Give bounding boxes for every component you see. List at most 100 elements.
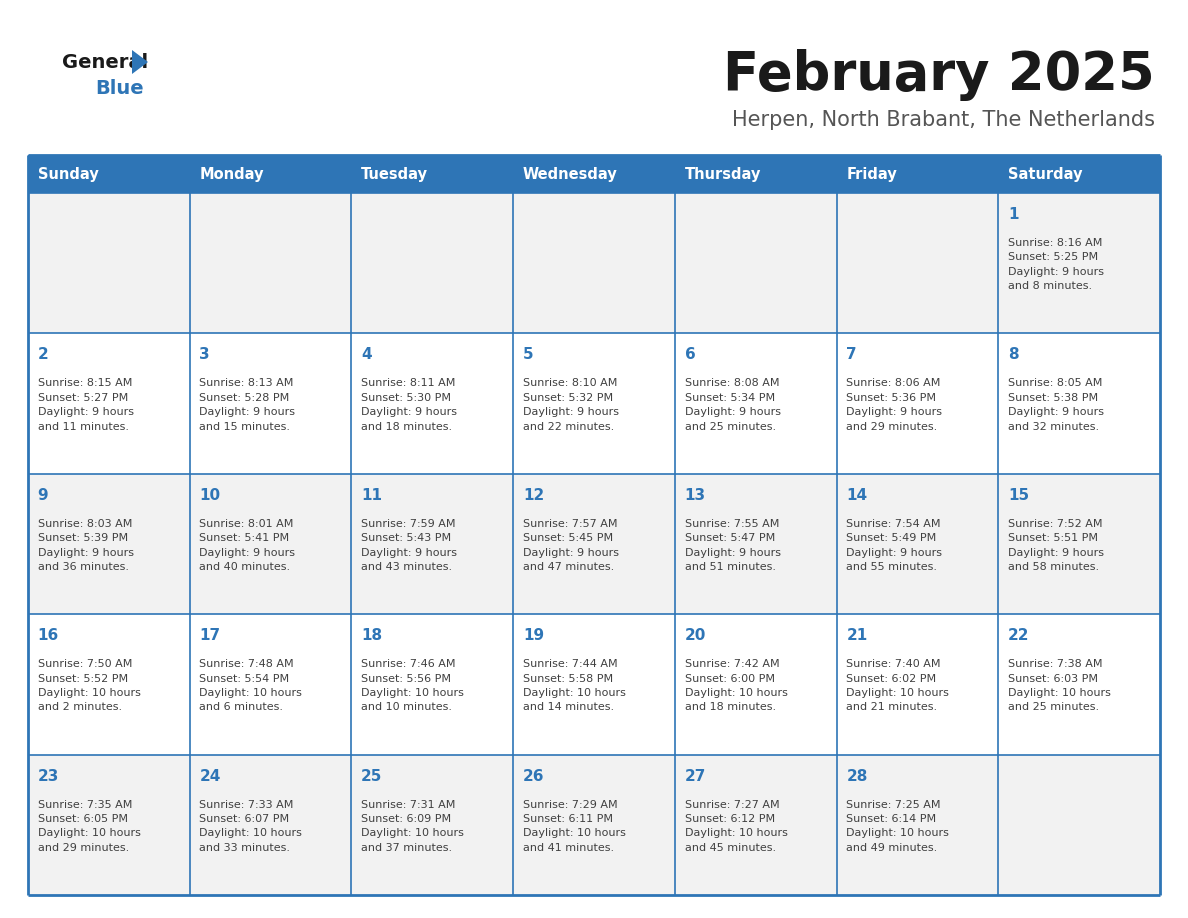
Text: 23: 23 (38, 768, 59, 784)
Text: 7: 7 (846, 347, 857, 363)
Text: 15: 15 (1007, 487, 1029, 503)
FancyBboxPatch shape (998, 474, 1159, 614)
Text: Sunrise: 7:54 AM
Sunset: 5:49 PM
Daylight: 9 hours
and 55 minutes.: Sunrise: 7:54 AM Sunset: 5:49 PM Dayligh… (846, 519, 942, 572)
Polygon shape (132, 50, 148, 74)
Text: Herpen, North Brabant, The Netherlands: Herpen, North Brabant, The Netherlands (732, 110, 1155, 130)
Text: Sunrise: 7:40 AM
Sunset: 6:02 PM
Daylight: 10 hours
and 21 minutes.: Sunrise: 7:40 AM Sunset: 6:02 PM Dayligh… (846, 659, 949, 712)
Text: Sunrise: 8:10 AM
Sunset: 5:32 PM
Daylight: 9 hours
and 22 minutes.: Sunrise: 8:10 AM Sunset: 5:32 PM Dayligh… (523, 378, 619, 431)
Text: Monday: Monday (200, 166, 264, 182)
FancyBboxPatch shape (836, 474, 998, 614)
Text: 17: 17 (200, 628, 221, 644)
Text: 18: 18 (361, 628, 383, 644)
FancyBboxPatch shape (513, 755, 675, 895)
Text: 19: 19 (523, 628, 544, 644)
Text: Wednesday: Wednesday (523, 166, 618, 182)
Text: 22: 22 (1007, 628, 1030, 644)
FancyBboxPatch shape (29, 474, 190, 614)
Text: Sunrise: 7:35 AM
Sunset: 6:05 PM
Daylight: 10 hours
and 29 minutes.: Sunrise: 7:35 AM Sunset: 6:05 PM Dayligh… (38, 800, 140, 853)
Text: Tuesday: Tuesday (361, 166, 428, 182)
FancyBboxPatch shape (352, 193, 513, 333)
Text: 5: 5 (523, 347, 533, 363)
FancyBboxPatch shape (190, 755, 352, 895)
Text: 12: 12 (523, 487, 544, 503)
Text: Sunrise: 7:25 AM
Sunset: 6:14 PM
Daylight: 10 hours
and 49 minutes.: Sunrise: 7:25 AM Sunset: 6:14 PM Dayligh… (846, 800, 949, 853)
Text: Sunday: Sunday (38, 166, 99, 182)
Text: Sunrise: 7:50 AM
Sunset: 5:52 PM
Daylight: 10 hours
and 2 minutes.: Sunrise: 7:50 AM Sunset: 5:52 PM Dayligh… (38, 659, 140, 712)
FancyBboxPatch shape (190, 193, 352, 333)
FancyBboxPatch shape (513, 193, 675, 333)
FancyBboxPatch shape (190, 333, 352, 474)
Text: 10: 10 (200, 487, 221, 503)
Text: Sunrise: 7:52 AM
Sunset: 5:51 PM
Daylight: 9 hours
and 58 minutes.: Sunrise: 7:52 AM Sunset: 5:51 PM Dayligh… (1007, 519, 1104, 572)
Text: 8: 8 (1007, 347, 1018, 363)
Text: Sunrise: 8:16 AM
Sunset: 5:25 PM
Daylight: 9 hours
and 8 minutes.: Sunrise: 8:16 AM Sunset: 5:25 PM Dayligh… (1007, 238, 1104, 291)
FancyBboxPatch shape (29, 193, 190, 333)
FancyBboxPatch shape (675, 333, 836, 474)
Text: 13: 13 (684, 487, 706, 503)
Text: 27: 27 (684, 768, 706, 784)
Text: Sunrise: 7:27 AM
Sunset: 6:12 PM
Daylight: 10 hours
and 45 minutes.: Sunrise: 7:27 AM Sunset: 6:12 PM Dayligh… (684, 800, 788, 853)
Text: Sunrise: 7:42 AM
Sunset: 6:00 PM
Daylight: 10 hours
and 18 minutes.: Sunrise: 7:42 AM Sunset: 6:00 PM Dayligh… (684, 659, 788, 712)
FancyBboxPatch shape (352, 333, 513, 474)
FancyBboxPatch shape (998, 333, 1159, 474)
Text: Thursday: Thursday (684, 166, 762, 182)
Text: Sunrise: 7:57 AM
Sunset: 5:45 PM
Daylight: 9 hours
and 47 minutes.: Sunrise: 7:57 AM Sunset: 5:45 PM Dayligh… (523, 519, 619, 572)
Text: 4: 4 (361, 347, 372, 363)
Text: Sunrise: 7:31 AM
Sunset: 6:09 PM
Daylight: 10 hours
and 37 minutes.: Sunrise: 7:31 AM Sunset: 6:09 PM Dayligh… (361, 800, 465, 853)
FancyBboxPatch shape (352, 474, 513, 614)
Text: 11: 11 (361, 487, 383, 503)
Text: 3: 3 (200, 347, 210, 363)
Text: Sunrise: 8:11 AM
Sunset: 5:30 PM
Daylight: 9 hours
and 18 minutes.: Sunrise: 8:11 AM Sunset: 5:30 PM Dayligh… (361, 378, 457, 431)
Text: 9: 9 (38, 487, 49, 503)
FancyBboxPatch shape (675, 755, 836, 895)
FancyBboxPatch shape (675, 193, 836, 333)
FancyBboxPatch shape (29, 614, 190, 755)
Text: 24: 24 (200, 768, 221, 784)
Text: Sunrise: 7:33 AM
Sunset: 6:07 PM
Daylight: 10 hours
and 33 minutes.: Sunrise: 7:33 AM Sunset: 6:07 PM Dayligh… (200, 800, 302, 853)
Text: 25: 25 (361, 768, 383, 784)
Text: Sunrise: 8:08 AM
Sunset: 5:34 PM
Daylight: 9 hours
and 25 minutes.: Sunrise: 8:08 AM Sunset: 5:34 PM Dayligh… (684, 378, 781, 431)
FancyBboxPatch shape (29, 155, 1159, 193)
Text: 2: 2 (38, 347, 49, 363)
Text: February 2025: February 2025 (723, 49, 1155, 101)
FancyBboxPatch shape (352, 755, 513, 895)
Text: General: General (62, 52, 148, 72)
Text: Friday: Friday (846, 166, 897, 182)
Text: Sunrise: 8:13 AM
Sunset: 5:28 PM
Daylight: 9 hours
and 15 minutes.: Sunrise: 8:13 AM Sunset: 5:28 PM Dayligh… (200, 378, 296, 431)
Text: Sunrise: 8:06 AM
Sunset: 5:36 PM
Daylight: 9 hours
and 29 minutes.: Sunrise: 8:06 AM Sunset: 5:36 PM Dayligh… (846, 378, 942, 431)
Text: 1: 1 (1007, 207, 1018, 222)
Text: Sunrise: 7:59 AM
Sunset: 5:43 PM
Daylight: 9 hours
and 43 minutes.: Sunrise: 7:59 AM Sunset: 5:43 PM Dayligh… (361, 519, 457, 572)
FancyBboxPatch shape (836, 193, 998, 333)
Text: 6: 6 (684, 347, 695, 363)
FancyBboxPatch shape (836, 614, 998, 755)
FancyBboxPatch shape (675, 614, 836, 755)
Text: 21: 21 (846, 628, 867, 644)
FancyBboxPatch shape (513, 333, 675, 474)
Text: Sunrise: 7:48 AM
Sunset: 5:54 PM
Daylight: 10 hours
and 6 minutes.: Sunrise: 7:48 AM Sunset: 5:54 PM Dayligh… (200, 659, 302, 712)
Text: 14: 14 (846, 487, 867, 503)
FancyBboxPatch shape (29, 755, 190, 895)
Text: Sunrise: 8:05 AM
Sunset: 5:38 PM
Daylight: 9 hours
and 32 minutes.: Sunrise: 8:05 AM Sunset: 5:38 PM Dayligh… (1007, 378, 1104, 431)
Text: Sunrise: 7:55 AM
Sunset: 5:47 PM
Daylight: 9 hours
and 51 minutes.: Sunrise: 7:55 AM Sunset: 5:47 PM Dayligh… (684, 519, 781, 572)
FancyBboxPatch shape (513, 474, 675, 614)
FancyBboxPatch shape (352, 614, 513, 755)
FancyBboxPatch shape (513, 614, 675, 755)
Text: 16: 16 (38, 628, 59, 644)
Text: Sunrise: 8:03 AM
Sunset: 5:39 PM
Daylight: 9 hours
and 36 minutes.: Sunrise: 8:03 AM Sunset: 5:39 PM Dayligh… (38, 519, 134, 572)
Text: 20: 20 (684, 628, 706, 644)
FancyBboxPatch shape (29, 333, 190, 474)
Text: Saturday: Saturday (1007, 166, 1082, 182)
Text: Sunrise: 8:01 AM
Sunset: 5:41 PM
Daylight: 9 hours
and 40 minutes.: Sunrise: 8:01 AM Sunset: 5:41 PM Dayligh… (200, 519, 296, 572)
FancyBboxPatch shape (998, 614, 1159, 755)
FancyBboxPatch shape (190, 474, 352, 614)
Text: 26: 26 (523, 768, 544, 784)
FancyBboxPatch shape (998, 193, 1159, 333)
Text: Sunrise: 8:15 AM
Sunset: 5:27 PM
Daylight: 9 hours
and 11 minutes.: Sunrise: 8:15 AM Sunset: 5:27 PM Dayligh… (38, 378, 134, 431)
FancyBboxPatch shape (675, 474, 836, 614)
FancyBboxPatch shape (998, 755, 1159, 895)
FancyBboxPatch shape (190, 614, 352, 755)
Text: Sunrise: 7:44 AM
Sunset: 5:58 PM
Daylight: 10 hours
and 14 minutes.: Sunrise: 7:44 AM Sunset: 5:58 PM Dayligh… (523, 659, 626, 712)
Text: Sunrise: 7:29 AM
Sunset: 6:11 PM
Daylight: 10 hours
and 41 minutes.: Sunrise: 7:29 AM Sunset: 6:11 PM Dayligh… (523, 800, 626, 853)
Text: Sunrise: 7:46 AM
Sunset: 5:56 PM
Daylight: 10 hours
and 10 minutes.: Sunrise: 7:46 AM Sunset: 5:56 PM Dayligh… (361, 659, 465, 712)
Text: 28: 28 (846, 768, 867, 784)
